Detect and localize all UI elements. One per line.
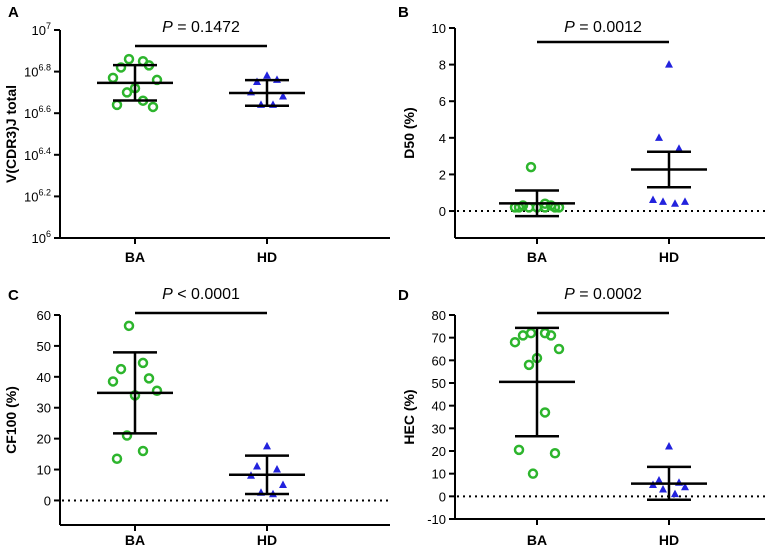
data-point-hd xyxy=(263,71,271,79)
data-point-hd xyxy=(649,195,657,204)
data-point-ba xyxy=(513,444,525,456)
y-tick-label: 50 xyxy=(37,339,51,354)
y-tick-label: 107 xyxy=(32,21,51,38)
data-point-ba xyxy=(523,359,535,371)
y-tick-label: 60 xyxy=(432,353,446,368)
data-point-hd xyxy=(659,485,667,493)
y-tick-label: 20 xyxy=(37,432,51,447)
data-point-ba xyxy=(553,343,565,355)
data-point-hd xyxy=(279,480,287,488)
y-tick-label: 106.6 xyxy=(24,104,51,121)
y-tick-label: 0 xyxy=(439,489,446,504)
x-tick-label: HD xyxy=(659,532,679,548)
data-point-hd xyxy=(263,441,271,450)
data-point-ba xyxy=(539,407,551,418)
y-axis-label: HEC (%) xyxy=(401,389,417,444)
y-tick-label: 30 xyxy=(37,401,51,416)
x-tick-label: BA xyxy=(527,249,547,265)
y-tick-label: 106.4 xyxy=(24,146,51,163)
data-point-hd xyxy=(671,489,679,498)
x-tick-label: HD xyxy=(257,249,277,265)
x-tick-label: HD xyxy=(257,532,277,548)
y-axis-label: D50 (%) xyxy=(401,107,417,158)
data-point-ba xyxy=(527,468,539,479)
data-point-ba xyxy=(111,99,123,111)
x-tick-label: BA xyxy=(125,532,145,548)
data-point-ba xyxy=(107,72,119,84)
p-value-label: P = 0.0012 xyxy=(564,19,642,36)
p-value-label: P = 0.0002 xyxy=(564,286,642,303)
chart-panel-A: A 106 106.2 106.4 106.6 106.8 107 BA HD V(CDR3)J … xyxy=(3,4,390,265)
data-point-ba xyxy=(121,430,133,441)
panel-label: A xyxy=(8,4,19,21)
y-tick-label: 8 xyxy=(439,58,446,73)
data-point-hd xyxy=(655,475,663,484)
data-point-hd xyxy=(273,465,281,473)
y-tick-label: 0 xyxy=(44,493,51,508)
y-tick-label: 70 xyxy=(432,331,446,346)
chart-panel-B: B 0 2 4 6 8 10 BA HD D50 (%) P = 0.0012 xyxy=(398,4,765,265)
y-tick-label: 30 xyxy=(432,421,446,436)
y-tick-label: -10 xyxy=(427,512,446,527)
data-point-hd xyxy=(671,199,679,207)
data-point-hd xyxy=(659,197,667,205)
data-point-ba xyxy=(517,330,529,341)
y-tick-label: 106.2 xyxy=(24,187,51,204)
data-point-hd xyxy=(247,87,255,96)
chart-panel-D: D -10 0 10 20 30 40 50 60 70 80 BA HD HEC (%) P = 0.00… xyxy=(398,286,765,548)
y-tick-label: 4 xyxy=(439,131,446,146)
data-point-hd xyxy=(681,197,689,205)
y-tick-label: 106.8 xyxy=(24,63,51,80)
data-point-ba xyxy=(123,320,135,332)
data-point-ba xyxy=(143,373,155,384)
data-point-ba xyxy=(545,330,557,341)
y-tick-label: 50 xyxy=(432,376,446,391)
data-point-ba xyxy=(137,445,149,457)
y-tick-label: 60 xyxy=(37,308,51,323)
data-point-ba xyxy=(111,453,123,464)
x-tick-label: BA xyxy=(527,532,547,548)
data-point-hd xyxy=(665,441,673,450)
x-tick-label: BA xyxy=(125,249,145,265)
data-point-hd xyxy=(253,461,261,470)
p-value-label: P = 0.1472 xyxy=(162,19,240,36)
data-point-ba xyxy=(121,87,133,98)
y-tick-label: 0 xyxy=(439,204,446,219)
panel-label: B xyxy=(398,4,409,21)
y-tick-label: 40 xyxy=(37,370,51,385)
y-tick-label: 2 xyxy=(439,167,446,182)
data-point-hd xyxy=(681,482,689,491)
data-point-ba xyxy=(525,161,537,173)
data-point-ba xyxy=(123,53,135,65)
x-tick-label: HD xyxy=(659,249,679,265)
y-tick-label: 10 xyxy=(432,21,446,36)
y-tick-label: 80 xyxy=(432,308,446,323)
y-tick-label: 10 xyxy=(37,463,51,478)
y-tick-label: 40 xyxy=(432,399,446,414)
data-point-hd xyxy=(665,60,673,68)
data-point-ba xyxy=(509,336,521,348)
data-point-ba xyxy=(549,448,561,459)
y-axis-label: CF100 (%) xyxy=(3,386,19,454)
y-tick-label: 10 xyxy=(432,467,446,482)
p-value-label: P < 0.0001 xyxy=(162,286,240,303)
y-tick-label: 20 xyxy=(432,444,446,459)
y-tick-label: 6 xyxy=(439,94,446,109)
data-point-ba xyxy=(107,376,119,387)
panel-label: C xyxy=(8,287,19,304)
data-point-ba xyxy=(147,101,159,113)
data-point-ba xyxy=(115,62,127,73)
data-point-hd xyxy=(675,144,683,152)
y-tick-label: 106 xyxy=(32,229,51,246)
y-axis-label: V(CDR3)J total xyxy=(3,85,19,183)
data-point-ba xyxy=(137,357,149,369)
data-point-ba xyxy=(115,363,127,375)
data-point-hd xyxy=(655,133,663,141)
data-point-ba xyxy=(151,385,163,396)
panel-label: D xyxy=(398,287,409,304)
chart-panel-C: C 0 10 20 30 40 50 60 BA HD CF100 (%) P < 0.0001 xyxy=(3,286,390,548)
data-point-hd xyxy=(279,92,287,100)
